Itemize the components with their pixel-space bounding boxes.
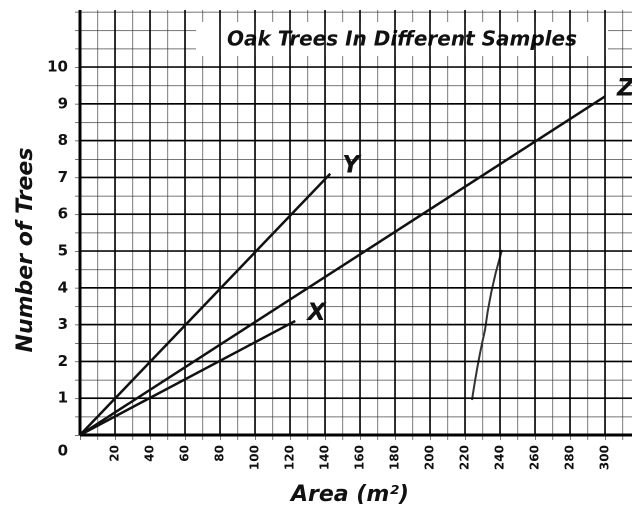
x-tick-label: 20 — [108, 445, 122, 462]
data-line — [79, 95, 606, 437]
series-label: Y — [342, 151, 362, 179]
x-tick-label: 40 — [143, 445, 157, 462]
y-tick-label: 4 — [58, 278, 68, 296]
x-axis-label: Area (m²) — [289, 482, 409, 507]
y-axis-label: Number of Trees — [13, 148, 38, 353]
chart-title: Oak Trees In Different Samples — [227, 27, 577, 51]
y-tick-label: 1 — [58, 389, 68, 407]
series-label: X — [305, 298, 327, 326]
y-tick-label: 9 — [58, 94, 68, 112]
y-tick-label: 6 — [58, 205, 68, 223]
x-tick-label: 180 — [388, 445, 402, 470]
x-tick-label: 60 — [178, 445, 192, 462]
x-tick-label: 160 — [353, 445, 367, 470]
x-tick-label: 240 — [493, 445, 507, 470]
x-tick-label: 80 — [213, 445, 227, 462]
x-tick-label: 140 — [318, 445, 332, 470]
graph-paper — [75, 10, 632, 440]
y-tick-label: 10 — [47, 58, 68, 76]
y-tick-label: 0 — [58, 442, 68, 460]
y-tick-label: 8 — [58, 131, 68, 149]
x-tick-label: 300 — [598, 445, 612, 470]
y-tick-label: 2 — [58, 352, 68, 370]
x-tick-label: 200 — [423, 445, 437, 470]
pen-scribble — [471, 249, 503, 401]
x-tick-label: 280 — [563, 445, 577, 470]
x-tick-label: 220 — [458, 445, 472, 470]
x-tick-label: 120 — [283, 445, 297, 470]
x-tick-label: 100 — [248, 445, 262, 470]
data-line — [79, 319, 296, 437]
y-tick-label: 3 — [58, 315, 68, 333]
y-tick-label: 7 — [58, 168, 68, 186]
y-tick-label: 5 — [58, 242, 68, 260]
title-box — [196, 22, 608, 56]
data-line — [79, 172, 332, 436]
x-tick-label: 260 — [528, 445, 542, 470]
series-label: Z — [616, 73, 632, 101]
